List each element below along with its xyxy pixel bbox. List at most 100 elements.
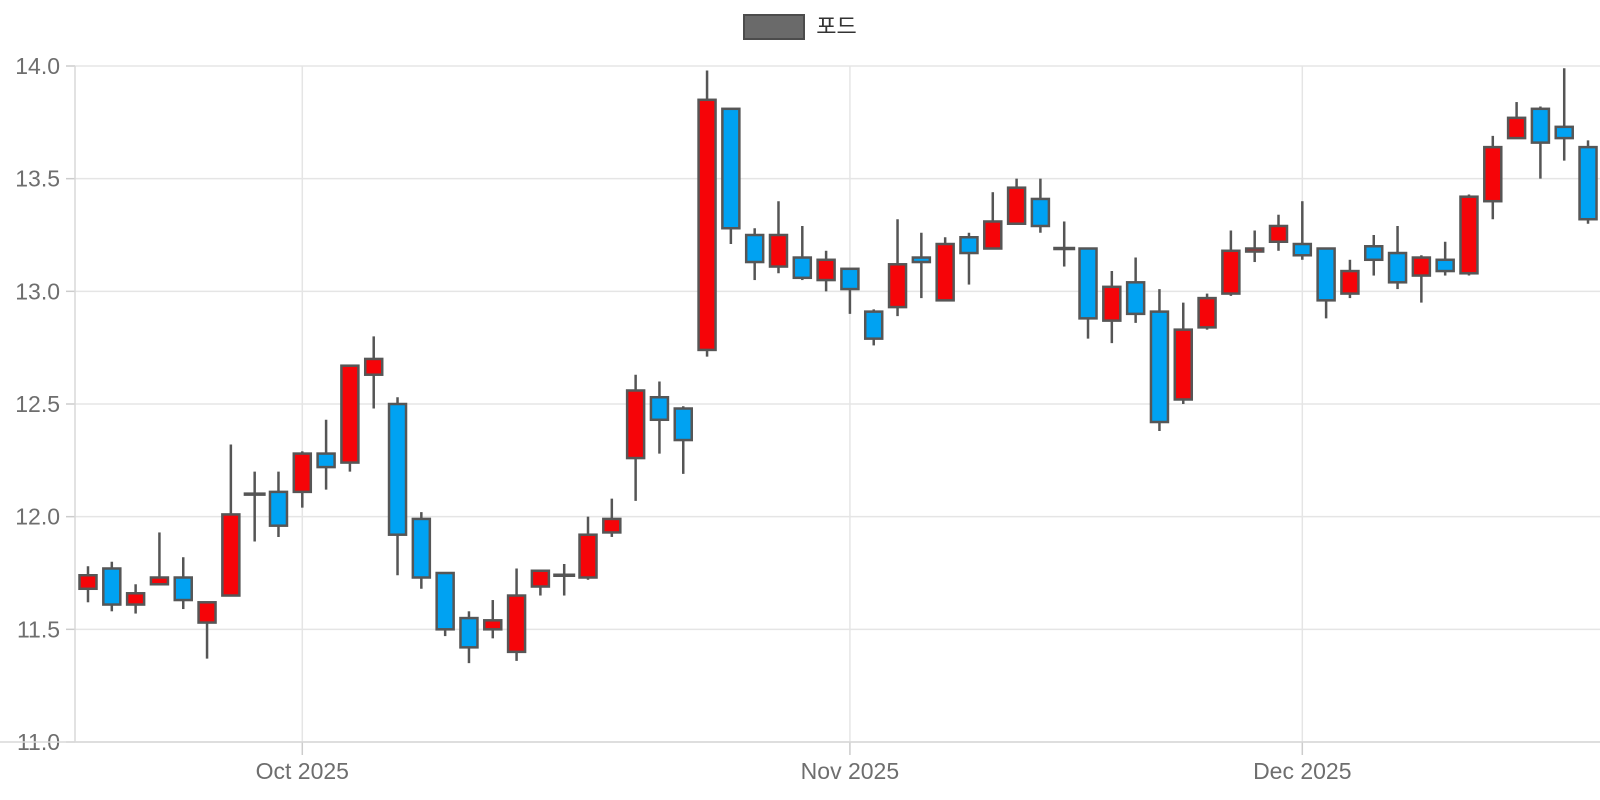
candle[interactable] xyxy=(149,532,170,586)
candle[interactable] xyxy=(1125,257,1146,323)
y-tick-label: 13.5 xyxy=(15,166,60,192)
candle[interactable] xyxy=(625,374,646,501)
candle[interactable] xyxy=(1149,289,1170,432)
candle-body xyxy=(1459,195,1479,275)
candle-body xyxy=(1363,245,1384,262)
candle[interactable] xyxy=(1316,247,1336,319)
y-tick-label: 12.5 xyxy=(15,391,60,417)
candle[interactable] xyxy=(673,406,693,474)
candle[interactable] xyxy=(1030,178,1051,233)
candle-body xyxy=(1030,197,1051,228)
candle[interactable] xyxy=(1340,259,1360,299)
candle[interactable] xyxy=(935,237,955,302)
candle[interactable] xyxy=(721,107,741,245)
candle[interactable] xyxy=(649,381,670,454)
candle[interactable] xyxy=(1197,293,1217,330)
candle[interactable] xyxy=(816,250,836,292)
candle[interactable] xyxy=(1221,230,1241,296)
candle[interactable] xyxy=(578,516,598,580)
candle[interactable] xyxy=(1244,230,1265,263)
candle[interactable] xyxy=(316,419,336,490)
candle[interactable] xyxy=(553,563,576,596)
candle[interactable] xyxy=(1363,235,1384,276)
candle[interactable] xyxy=(173,557,193,610)
candle-body xyxy=(483,619,503,631)
candle-body xyxy=(578,533,598,579)
candle-body xyxy=(459,616,479,649)
candle[interactable] xyxy=(268,471,289,537)
y-tick-label: 14.0 xyxy=(15,53,60,79)
candle-body xyxy=(959,236,979,255)
candle[interactable] xyxy=(292,451,313,508)
candle[interactable] xyxy=(887,219,908,317)
candle[interactable] xyxy=(911,232,932,299)
candle[interactable] xyxy=(78,566,98,603)
candle[interactable] xyxy=(1173,302,1194,404)
candle[interactable] xyxy=(959,232,979,285)
candle[interactable] xyxy=(506,568,527,661)
legend-label: 포드 xyxy=(816,14,857,39)
candle[interactable] xyxy=(1268,214,1289,251)
candle[interactable] xyxy=(1578,140,1598,224)
candle-body xyxy=(1554,125,1574,140)
candle-body xyxy=(887,263,908,309)
candle[interactable] xyxy=(792,225,813,281)
candle[interactable] xyxy=(483,600,503,639)
candle-body xyxy=(78,574,98,591)
candle[interactable] xyxy=(459,611,479,664)
candle-body xyxy=(553,573,576,578)
candle[interactable] xyxy=(1387,225,1408,290)
candle[interactable] xyxy=(768,201,789,274)
candle[interactable] xyxy=(840,267,860,314)
candle[interactable] xyxy=(197,601,217,659)
candle[interactable] xyxy=(1530,106,1551,179)
candle[interactable] xyxy=(1102,271,1122,344)
candle[interactable] xyxy=(983,192,1003,250)
candle[interactable] xyxy=(125,584,146,614)
candle-body xyxy=(1149,310,1170,424)
candle[interactable] xyxy=(697,70,717,357)
candle-body xyxy=(149,576,170,586)
candle[interactable] xyxy=(744,228,765,281)
candle-body xyxy=(292,452,313,494)
candle[interactable] xyxy=(1053,221,1076,267)
candle[interactable] xyxy=(602,498,622,537)
candle-body xyxy=(1435,258,1455,273)
candle[interactable] xyxy=(1006,178,1027,225)
candle-body xyxy=(911,256,932,264)
candle-body xyxy=(173,576,193,602)
candle[interactable] xyxy=(1483,135,1503,220)
candle-body xyxy=(1078,247,1098,320)
candle[interactable] xyxy=(387,397,408,576)
candle[interactable] xyxy=(243,471,266,542)
candle[interactable] xyxy=(221,444,241,597)
y-tick-label: 11.5 xyxy=(17,616,60,642)
candle-body xyxy=(530,569,551,588)
candle[interactable] xyxy=(435,571,455,637)
candle[interactable] xyxy=(1078,247,1098,339)
candle-body xyxy=(935,242,955,302)
legend-swatch xyxy=(743,14,806,40)
candle[interactable] xyxy=(1506,102,1527,140)
candle[interactable] xyxy=(340,364,360,472)
candle[interactable] xyxy=(1554,68,1574,161)
legend[interactable]: 포드 xyxy=(0,14,1600,40)
candle-body xyxy=(1244,247,1265,253)
candle[interactable] xyxy=(1292,201,1313,260)
candle-body xyxy=(1053,246,1076,251)
candle[interactable] xyxy=(1459,194,1479,276)
candle[interactable] xyxy=(1411,255,1432,303)
candle[interactable] xyxy=(363,336,384,409)
candle[interactable] xyxy=(102,561,122,612)
candle-body xyxy=(1268,224,1289,244)
candle[interactable] xyxy=(411,512,432,589)
candle-body xyxy=(197,601,217,624)
candle-body xyxy=(1483,145,1503,203)
candle-body xyxy=(625,389,646,460)
candle[interactable] xyxy=(1435,241,1455,276)
candle-body xyxy=(744,233,765,264)
candle[interactable] xyxy=(863,309,884,346)
candle-body xyxy=(387,402,408,536)
candle[interactable] xyxy=(530,569,551,596)
